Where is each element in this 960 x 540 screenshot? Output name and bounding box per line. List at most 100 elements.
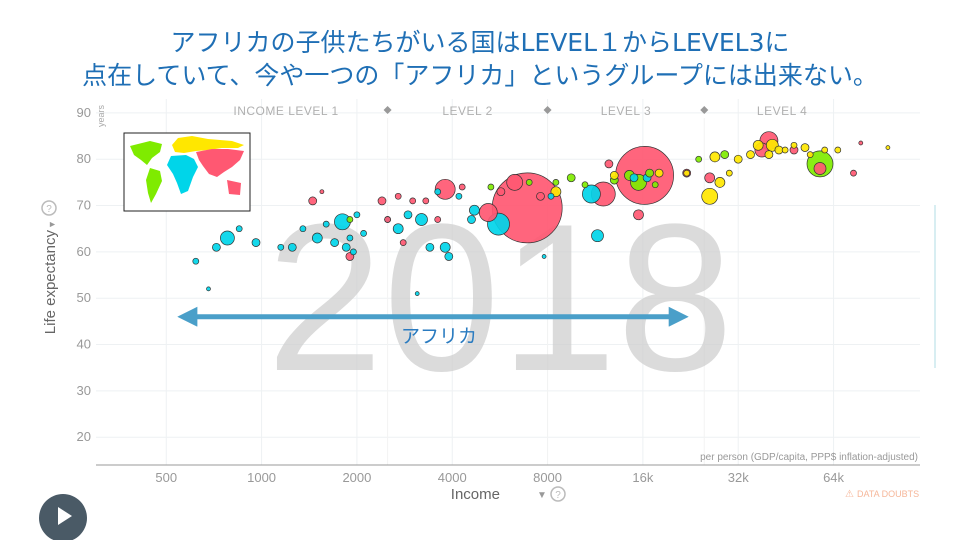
bubble-africa[interactable] [403,210,413,220]
bubble-africa[interactable] [591,229,604,243]
bubble-europe[interactable] [885,145,891,150]
bubble-asia[interactable] [458,183,466,191]
bubble-europe[interactable] [714,177,726,188]
bubble-africa[interactable] [444,252,454,261]
world-map-legend[interactable] [123,132,251,212]
bubble-asia[interactable] [384,216,391,223]
bubble-africa[interactable] [415,213,428,226]
bubble-africa[interactable] [235,225,243,233]
bubble-europe[interactable] [733,154,743,164]
bubble-africa[interactable] [541,254,547,259]
bubble-americas[interactable] [651,181,659,189]
y-axis-unit: years [96,104,106,127]
bubble-asia[interactable] [394,192,402,200]
bubble-europe[interactable] [746,150,755,159]
africa-region-shape [167,155,198,194]
x-axis-dropdown-icon[interactable]: ▼ [537,490,547,501]
bubble-europe[interactable] [701,187,719,205]
africa-annotation: アフリカ [401,326,477,348]
bubble-asia[interactable] [399,239,407,246]
bubble-europe[interactable] [725,169,733,177]
bubble-asia[interactable] [478,203,498,222]
bubble-asia[interactable] [704,172,716,184]
bubble-europe[interactable] [774,145,784,155]
bubble-africa[interactable] [414,291,420,296]
y-axis-title[interactable]: Life expectancy [42,230,59,335]
y-tick-label: 50 [77,290,91,305]
bubble-africa[interactable] [251,238,261,247]
bubble-africa[interactable] [341,242,351,252]
bubble-africa[interactable] [346,234,354,242]
bubble-africa[interactable] [360,230,367,237]
bubble-europe[interactable] [683,169,691,177]
bubble-africa[interactable] [206,286,211,292]
bubble-europe[interactable] [752,139,764,151]
bubble-europe[interactable] [781,146,789,154]
bubble-americas[interactable] [552,179,560,186]
bubble-americas[interactable] [566,173,576,183]
bubble-asia[interactable] [536,191,545,201]
y-axis-dropdown-icon[interactable]: ▼ [47,220,57,229]
bubble-asia[interactable] [604,159,614,169]
bubble-africa[interactable] [287,242,297,252]
bubble-europe[interactable] [821,146,829,154]
data-doubts-link[interactable]: ⚠ DATA DOUBTS [845,489,919,500]
bubble-asia[interactable] [850,169,857,177]
x-tick-label: 32k [728,470,749,485]
bubble-europe[interactable] [834,146,842,154]
data-doubts-label: DATA DOUBTS [857,489,919,499]
bubble-americas[interactable] [645,168,654,178]
bubble-asia[interactable] [813,162,827,175]
bubble-americas[interactable] [581,181,589,189]
bubble-americas[interactable] [346,216,354,223]
bubble-africa[interactable] [330,238,339,247]
bubble-africa[interactable] [469,204,480,216]
bubble-asia[interactable] [434,178,456,200]
bubble-asia[interactable] [422,197,430,205]
bubble-europe[interactable] [609,171,619,180]
svg-text:?: ? [555,490,561,501]
bubble-asia[interactable] [496,187,506,197]
bubble-asia[interactable] [319,189,325,195]
bubble-asia[interactable] [506,174,524,191]
bubble-africa[interactable] [582,184,601,204]
bubble-europe[interactable] [709,151,721,163]
bubble-americas[interactable] [525,179,533,186]
bubble-africa[interactable] [434,188,442,196]
bubble-africa[interactable] [212,242,221,252]
bubble-africa[interactable] [192,257,200,265]
bubble-africa[interactable] [277,243,285,251]
bubble-africa[interactable] [392,223,404,235]
bubble-africa[interactable] [299,225,307,233]
x-tick-label: 8000 [533,470,562,485]
bubble-americas[interactable] [487,183,495,191]
bubble-europe[interactable] [806,151,814,158]
bubble-africa[interactable] [350,248,357,256]
bubble-asia[interactable] [434,216,442,223]
bubble-asia[interactable] [308,196,318,206]
bubble-africa[interactable] [547,192,555,200]
x-axis-title[interactable]: Income [451,486,500,503]
bubble-americas[interactable] [695,155,703,163]
bubble-europe[interactable] [764,150,774,159]
bubble-europe[interactable] [654,168,664,178]
bubble-africa[interactable] [455,192,463,200]
bubble-asia[interactable] [409,197,417,205]
bubble-africa[interactable] [311,232,323,244]
bubble-americas[interactable] [720,150,730,159]
play-button[interactable] [39,494,87,540]
bubble-africa[interactable] [353,211,361,219]
bubble-asia[interactable] [858,140,864,146]
bubble-africa[interactable] [322,220,330,228]
bubble-africa[interactable] [467,215,476,224]
bubble-europe[interactable] [800,143,810,152]
bubble-asia[interactable] [377,196,387,206]
bubble-europe[interactable] [790,141,798,149]
bubble-asia[interactable] [633,209,644,221]
bubble-africa[interactable] [220,230,235,246]
y-axis-help-icon[interactable]: ? [41,200,57,216]
bubble-africa[interactable] [629,173,639,183]
x-axis-help-icon[interactable]: ? [550,486,566,502]
bubble-africa[interactable] [425,242,435,252]
bubble-africa[interactable] [439,241,451,253]
